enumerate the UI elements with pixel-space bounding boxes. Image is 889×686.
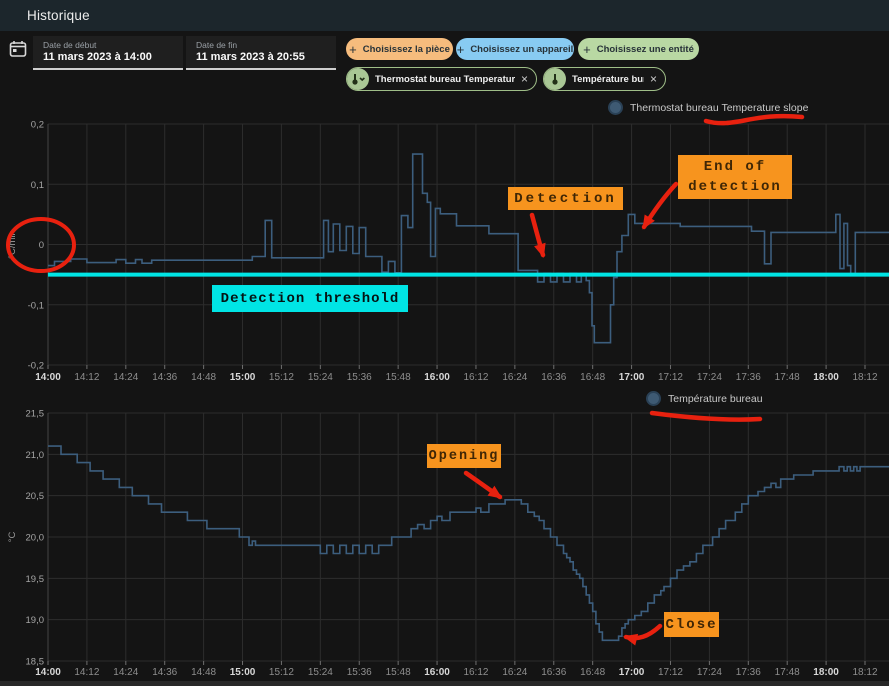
svg-text:14:00: 14:00 <box>35 372 61 383</box>
slope-chart-series <box>48 153 889 344</box>
svg-text:°C/min: °C/min <box>7 230 18 259</box>
svg-text:15:48: 15:48 <box>386 667 411 678</box>
svg-text:16:36: 16:36 <box>541 667 566 678</box>
svg-text:17:24: 17:24 <box>697 372 722 383</box>
date-start-value: 11 mars 2023 à 14:00 <box>43 51 152 63</box>
svg-text:16:36: 16:36 <box>541 372 566 383</box>
svg-text:16:24: 16:24 <box>502 372 527 383</box>
entity-chip-temperature[interactable]: Température bureau × <box>543 67 666 91</box>
svg-text:16:48: 16:48 <box>580 372 605 383</box>
svg-text:0: 0 <box>39 240 44 251</box>
svg-text:°C: °C <box>7 532 18 543</box>
svg-text:19,5: 19,5 <box>26 574 45 585</box>
plus-icon: + <box>583 41 591 57</box>
svg-text:20,5: 20,5 <box>26 491 45 502</box>
entity-chip-slope[interactable]: Thermostat bureau Temperature slope × <box>346 67 537 91</box>
plus-icon: + <box>349 41 357 57</box>
svg-text:21,5: 21,5 <box>26 409 45 420</box>
svg-text:15:36: 15:36 <box>347 667 372 678</box>
svg-text:16:24: 16:24 <box>502 667 527 678</box>
plus-icon: + <box>456 41 465 57</box>
svg-text:17:12: 17:12 <box>658 667 683 678</box>
legend-slope-label: Thermostat bureau Temperature slope <box>630 101 809 114</box>
close-icon[interactable]: × <box>649 72 657 86</box>
choose-entity-label: Choisissez une entité <box>596 43 694 55</box>
slope-chart: 0,2 0,1 0 -0,1 -0,214:00 14:12 14:24 14:36 14:48… <box>7 120 889 383</box>
svg-text:18:12: 18:12 <box>852 667 877 678</box>
close-icon[interactable]: × <box>520 72 528 86</box>
svg-text:14:24: 14:24 <box>113 372 138 383</box>
entity-chip-slope-label: Thermostat bureau Temperature slope <box>375 73 515 85</box>
svg-text:16:12: 16:12 <box>463 667 488 678</box>
date-end-label: Date de fin <box>196 40 238 50</box>
svg-text:15:12: 15:12 <box>269 667 294 678</box>
svg-text:14:12: 14:12 <box>74 372 99 383</box>
legend-temperature-label: Température bureau <box>668 392 763 405</box>
svg-text:18,5: 18,5 <box>26 657 45 668</box>
svg-text:0,2: 0,2 <box>31 120 44 131</box>
svg-text:-0,1: -0,1 <box>28 300 44 311</box>
thermometer-chevron-icon <box>347 68 369 90</box>
svg-text:17:00: 17:00 <box>619 667 645 678</box>
next-card-edge <box>0 681 889 686</box>
entity-chip-temperature-label: Température bureau <box>572 73 644 85</box>
choose-device-chip[interactable]: + Choisissez un appareil <box>456 38 574 60</box>
calendar-icon[interactable] <box>8 39 28 59</box>
svg-text:17:24: 17:24 <box>697 667 722 678</box>
temperature-chart: 21,5 21,0 20,5 20,0 19,5 19,0 18,514:00 14:12 14… <box>7 409 889 678</box>
svg-text:19,0: 19,0 <box>26 615 45 626</box>
date-start-label: Date de début <box>43 40 97 50</box>
svg-text:14:00: 14:00 <box>35 667 61 678</box>
svg-text:18:00: 18:00 <box>813 372 839 383</box>
svg-text:21,0: 21,0 <box>26 450 45 461</box>
svg-text:16:12: 16:12 <box>463 372 488 383</box>
svg-text:18:12: 18:12 <box>852 372 877 383</box>
svg-text:0,1: 0,1 <box>31 180 44 191</box>
svg-text:14:24: 14:24 <box>113 667 138 678</box>
svg-text:18:00: 18:00 <box>813 667 839 678</box>
choose-device-label: Choisissez un appareil <box>470 43 574 55</box>
svg-text:16:00: 16:00 <box>424 372 450 383</box>
legend-temperature[interactable]: Température bureau <box>646 391 763 406</box>
svg-text:14:36: 14:36 <box>152 372 177 383</box>
app-header: Historique <box>0 0 889 31</box>
svg-text:15:36: 15:36 <box>347 372 372 383</box>
svg-text:17:00: 17:00 <box>619 372 645 383</box>
svg-text:16:00: 16:00 <box>424 667 450 678</box>
svg-text:-0,2: -0,2 <box>28 361 44 372</box>
svg-text:14:12: 14:12 <box>74 667 99 678</box>
svg-text:17:36: 17:36 <box>736 372 761 383</box>
temperature-chart-series <box>48 445 889 642</box>
svg-text:17:48: 17:48 <box>775 372 800 383</box>
svg-text:20,0: 20,0 <box>26 533 45 544</box>
svg-text:17:48: 17:48 <box>775 667 800 678</box>
svg-text:14:48: 14:48 <box>191 667 216 678</box>
choose-entity-chip[interactable]: + Choisissez une entité <box>578 38 699 60</box>
svg-text:15:24: 15:24 <box>308 667 333 678</box>
svg-text:15:00: 15:00 <box>230 667 256 678</box>
date-end-field[interactable]: Date de fin 11 mars 2023 à 20:55 <box>186 36 336 70</box>
choose-room-chip[interactable]: + Choisissez la pièce <box>346 38 453 60</box>
thermometer-icon <box>544 68 566 90</box>
legend-slope[interactable]: Thermostat bureau Temperature slope <box>608 100 808 115</box>
date-end-value: 11 mars 2023 à 20:55 <box>196 51 305 63</box>
svg-text:14:48: 14:48 <box>191 372 216 383</box>
page-title: Historique <box>27 8 90 23</box>
svg-text:17:12: 17:12 <box>658 372 683 383</box>
svg-text:15:24: 15:24 <box>308 372 333 383</box>
date-start-field[interactable]: Date de début 11 mars 2023 à 14:00 <box>33 36 183 70</box>
svg-text:14:36: 14:36 <box>152 667 177 678</box>
svg-text:15:48: 15:48 <box>386 372 411 383</box>
svg-text:15:00: 15:00 <box>230 372 256 383</box>
svg-text:15:12: 15:12 <box>269 372 294 383</box>
svg-text:17:36: 17:36 <box>736 667 761 678</box>
legend-dot-icon <box>646 391 661 406</box>
legend-dot-icon <box>608 100 623 115</box>
svg-text:16:48: 16:48 <box>580 667 605 678</box>
choose-room-label: Choisissez la pièce <box>362 43 450 55</box>
